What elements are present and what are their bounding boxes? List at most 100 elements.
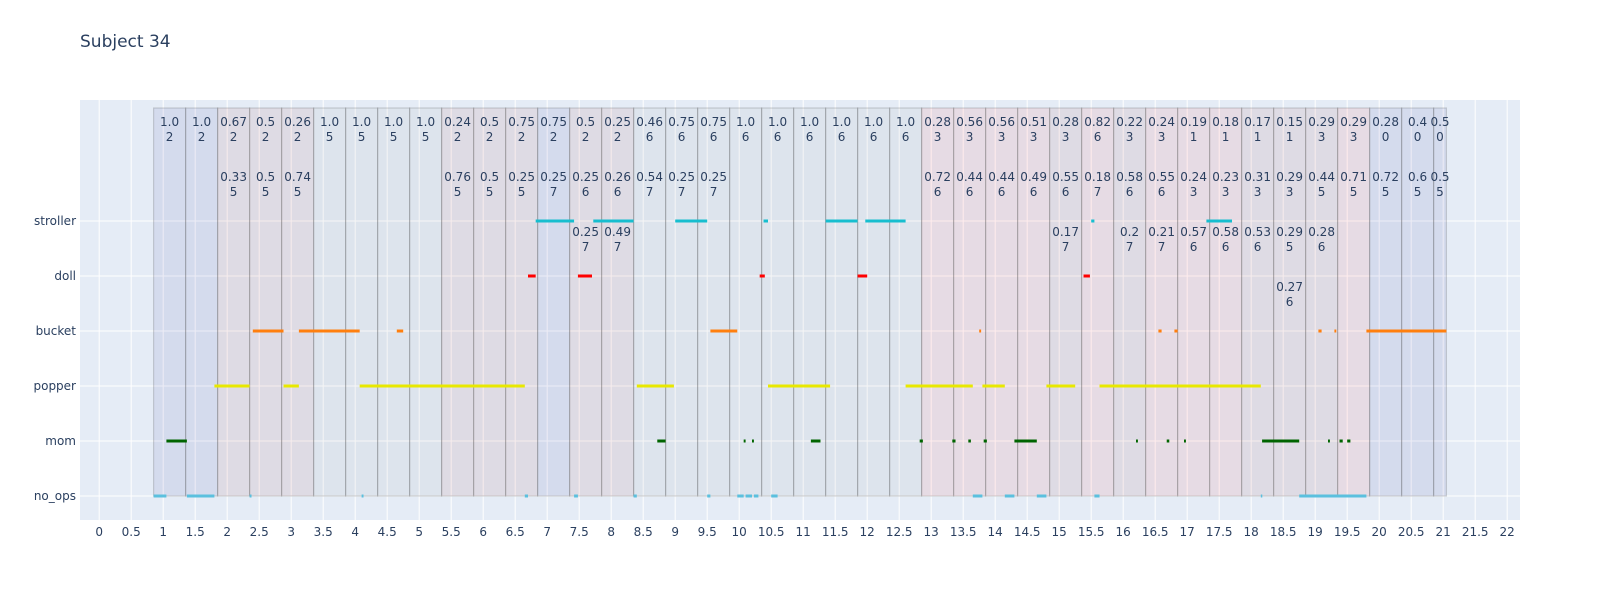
interval-bar-no_ops [153,494,167,498]
x-tick-label: 6 [479,525,487,539]
segment-label-class: 6 [998,185,1006,199]
segment-label-class: 3 [1254,185,1262,199]
segment-label-value: 0.26 [284,115,311,129]
segment-band [1272,107,1307,497]
interval-bar-no_ops [1299,494,1367,498]
interval-bar-stroller [1091,219,1095,223]
interval-bar-stroller [535,219,575,223]
x-tick-label: 16 [1116,525,1131,539]
segment-label-value: 0.55 [1052,170,1079,184]
segment-label-value: 0.28 [1372,115,1399,129]
segment-label-class: 7 [1094,185,1102,199]
segment-label-value: 0.25 [572,225,599,239]
segment-band [473,107,507,497]
segment-label-class: 3 [1158,130,1166,144]
segment-label-value: 0.28 [1052,115,1079,129]
x-tick-label: 19.5 [1334,525,1361,539]
segment-label-value: 0.21 [1148,225,1175,239]
interval-bar-bucket [1174,329,1178,333]
segment-label-value: 0.19 [1180,115,1207,129]
interval-bar-mom [968,439,971,443]
segment-label-value: 0.2 [1120,225,1139,239]
segment-band [856,107,891,497]
chart-title: Subject 34 [80,32,171,52]
segment-band [1176,107,1211,497]
segment-label-value: 0.56 [988,115,1015,129]
segment-label-class: 5 [1286,240,1294,254]
segment-label-class: 6 [1254,240,1262,254]
segment-label-value: 0.75 [540,115,567,129]
segment-label-value: 0.75 [508,115,535,129]
segment-label-value: 0.6 [1408,170,1427,184]
x-tick-label: 18 [1244,525,1259,539]
interval-bar-doll [528,274,536,278]
segment-label-value: 0.28 [924,115,951,129]
interval-bar-mom [1184,439,1186,443]
interval-bar-mom [1347,439,1351,443]
segment-label-class: 7 [1126,240,1134,254]
segment-label-value: 0.71 [1340,170,1367,184]
segment-band [1240,107,1275,497]
segment-label-value: 0.29 [1276,170,1303,184]
segment-label-value: 1.0 [800,115,819,129]
segment-label-value: 0.44 [956,170,983,184]
segment-label-class: 3 [1126,130,1134,144]
segment-label-value: 0.57 [1180,225,1207,239]
segment-label-class: 7 [678,185,686,199]
segment-label-value: 0.5 [480,115,499,129]
segment-label-value: 0.5 [1430,115,1449,129]
segment-band [1368,107,1403,497]
segment-label-value: 1.0 [896,115,915,129]
segment-label-value: 0.75 [700,115,727,129]
interval-bar-no_ops [1036,494,1047,498]
interval-bar-no_ops [524,494,528,498]
segment-label-value: 0.28 [1308,225,1335,239]
segment-label-class: 6 [1318,240,1326,254]
x-tick-label: 20.5 [1398,525,1425,539]
interval-bar-mom [810,439,821,443]
segment-label-class: 6 [710,130,718,144]
segment-band [1048,107,1083,497]
x-tick-label: 21.5 [1462,525,1489,539]
interval-bar-stroller [675,219,708,223]
interval-bar-doll [1083,274,1090,278]
segment-label-class: 5 [1436,185,1444,199]
axes: 0 0.5 1 1.5 2 2.5 3 3.5 4 4.5 5 5.5 6 6.5 7 7.5 8 8.5 9 9.5… [33,214,1514,539]
segment-label-class: 6 [774,130,782,144]
segment-label-value: 0.49 [604,225,631,239]
segment-label-class: 2 [486,130,494,144]
segment-band [281,107,315,497]
segment-label-value: 0.22 [1116,115,1143,129]
x-tick-label: 14.5 [1014,525,1041,539]
segment-band [632,107,667,497]
segment-label-class: 1 [1190,130,1198,144]
segment-label-value: 0.17 [1052,225,1079,239]
x-tick-label: 17 [1180,525,1195,539]
segment-label-value: 0.5 [576,115,595,129]
segment-label-value: 0.72 [1372,170,1399,184]
segment-label-value: 0.51 [1020,115,1047,129]
segment-band [409,107,443,497]
x-tick-label: 5.5 [442,525,461,539]
segment-label-class: 7 [1158,240,1166,254]
segment-band [1112,107,1147,497]
interval-bar-stroller [763,219,768,223]
x-tick-label: 17.5 [1206,525,1233,539]
segment-label-class: 2 [454,130,462,144]
segment-label-class: 6 [1286,295,1294,309]
segment-band [249,107,283,497]
interval-bars [153,219,1447,498]
segment-label-value: 0.27 [1276,280,1303,294]
segment-label-value: 0.33 [220,170,247,184]
segment-labels: 1.021.020.6720.3350.520.550.2620.7451.05… [160,115,1449,309]
segment-label-class: 5 [486,185,494,199]
segment-band [441,107,475,497]
segment-label-value: 0.25 [604,115,631,129]
segment-label-value: 0.26 [604,170,631,184]
segment-label-value: 0.29 [1276,225,1303,239]
segment-label-value: 0.5 [256,115,275,129]
segment-band [888,107,923,497]
segment-label-class: 0 [1382,130,1390,144]
interval-bar-mom [1328,439,1330,443]
segment-label-value: 0.31 [1244,170,1271,184]
